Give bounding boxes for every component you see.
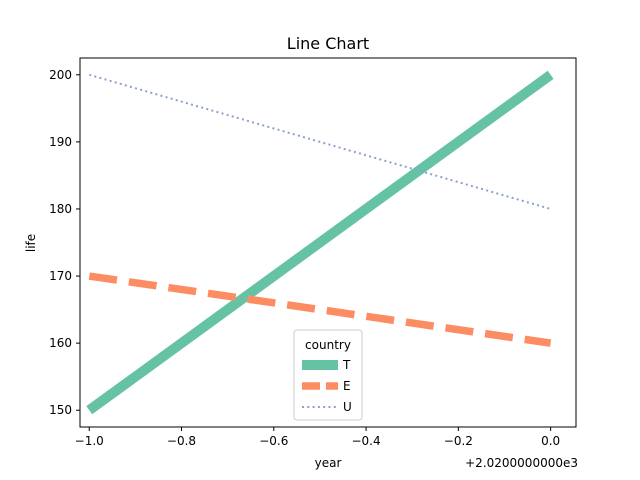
x-tick-label: −0.2	[444, 434, 473, 448]
series-line-T	[86, 70, 554, 415]
x-tick-label: −1.0	[75, 434, 104, 448]
y-tick-label: 170	[49, 269, 72, 283]
x-axis-offset-label: +2.0200000000e3	[465, 456, 578, 470]
x-axis-ticks: −1.0 −0.8 −0.6 −0.4 −0.2 0.0	[75, 427, 560, 448]
legend-label-E: E	[343, 379, 351, 393]
legend: country TEU	[293, 329, 363, 421]
legend-label-T: T	[342, 358, 351, 372]
legend-items: TEU	[302, 358, 352, 414]
legend-title: country	[305, 338, 351, 352]
x-tick-label: −0.8	[167, 434, 196, 448]
y-axis-ticks: 150 160 170 180 190 200	[49, 68, 80, 417]
x-tick-label: −0.4	[351, 434, 380, 448]
y-tick-label: 180	[49, 202, 72, 216]
x-axis-label: year	[315, 456, 342, 470]
x-tick-label: 0.0	[541, 434, 560, 448]
y-tick-label: 190	[49, 135, 72, 149]
series-layer	[86, 70, 554, 415]
y-axis-label: life	[24, 234, 38, 252]
legend-label-U: U	[343, 400, 352, 414]
legend-box	[293, 329, 363, 421]
y-tick-label: 160	[49, 336, 72, 350]
plot-frame	[79, 57, 577, 428]
series-line-U	[88, 73, 551, 210]
x-tick-label: −0.6	[259, 434, 288, 448]
chart-title: Line Chart	[287, 34, 369, 53]
y-tick-label: 200	[49, 68, 72, 82]
y-tick-label: 150	[49, 403, 72, 417]
